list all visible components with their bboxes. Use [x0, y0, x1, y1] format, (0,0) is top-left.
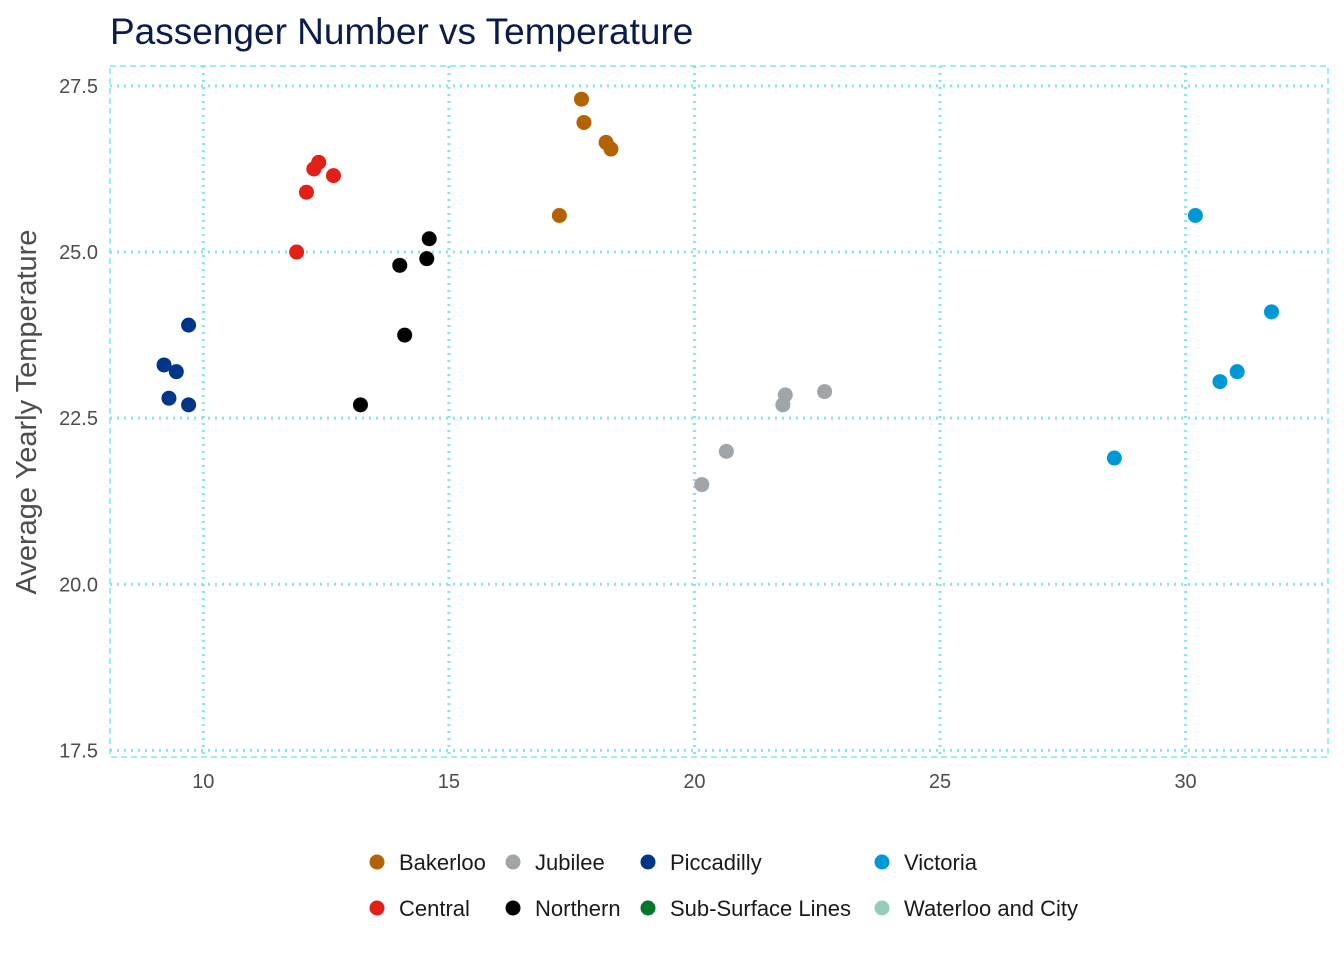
y-axis-label: Average Yearly Temperature	[11, 230, 43, 595]
point-bakerloo-4	[603, 141, 619, 157]
point-jubilee-5	[694, 477, 710, 493]
y-tick-label-20-0: 20.0	[59, 574, 98, 596]
point-central-2	[306, 161, 322, 177]
point-jubilee-3	[775, 397, 791, 413]
legend-item-sub-surface-lines: Sub-Surface Lines	[640, 896, 851, 921]
y-tick-label-27-5: 27.5	[59, 76, 98, 98]
legend-label-sub-surface-lines: Sub-Surface Lines	[670, 896, 851, 921]
x-tick-label-25: 25	[929, 771, 951, 793]
legend-item-northern: Northern	[505, 896, 621, 921]
chart-title: Passenger Number vs Temperature	[110, 11, 693, 52]
point-jubilee-4	[718, 443, 734, 459]
legend-label-northern: Northern	[535, 896, 621, 921]
point-bakerloo-2	[576, 114, 592, 130]
legend-key-sub-surface-lines	[640, 900, 656, 916]
y-tick-label-22-5: 22.5	[59, 408, 98, 430]
y-axis-ticks: 17.5 20.0 22.5 25.0 27.5	[59, 76, 98, 762]
point-northern-4	[397, 327, 413, 343]
point-piccadilly-1	[181, 317, 197, 333]
grid-lines	[110, 66, 1328, 757]
legend-label-central: Central	[399, 896, 470, 921]
point-northern-3	[392, 257, 408, 273]
point-northern-1	[421, 231, 437, 247]
x-axis-ticks: 10 15 20 25 30	[192, 771, 1197, 793]
data-points	[156, 91, 1280, 493]
x-tick-label-20: 20	[683, 771, 705, 793]
point-victoria-2	[1264, 304, 1280, 320]
point-northern-2	[419, 251, 435, 267]
point-piccadilly-5	[181, 397, 197, 413]
point-piccadilly-3	[168, 364, 184, 380]
legend-item-waterloo-and-city: Waterloo and City	[874, 896, 1078, 921]
legend-label-victoria: Victoria	[904, 850, 978, 875]
x-tick-label-30: 30	[1174, 771, 1196, 793]
legend-item-bakerloo: Bakerloo	[369, 850, 486, 875]
y-tick-label-25-0: 25.0	[59, 242, 98, 264]
legend-key-central	[369, 900, 385, 916]
point-victoria-4	[1212, 374, 1228, 390]
legend-item-central: Central	[369, 896, 470, 921]
x-tick-label-15: 15	[438, 771, 460, 793]
legend-item-victoria: Victoria	[874, 850, 978, 875]
point-bakerloo-5	[551, 207, 567, 223]
legend-key-piccadilly	[640, 854, 656, 870]
legend-label-bakerloo: Bakerloo	[399, 850, 486, 875]
point-victoria-3	[1229, 364, 1245, 380]
point-victoria-5	[1106, 450, 1122, 466]
legend-key-waterloo-and-city	[874, 900, 890, 916]
point-piccadilly-2	[156, 357, 172, 373]
point-central-4	[298, 184, 314, 200]
legend-item-piccadilly: Piccadilly	[640, 850, 762, 875]
point-bakerloo-1	[573, 91, 589, 107]
legend-key-bakerloo	[369, 854, 385, 870]
legend-item-jubilee: Jubilee	[505, 850, 605, 875]
legend-label-piccadilly: Piccadilly	[670, 850, 762, 875]
legend: Bakerloo Central Jubilee Northern Piccadilly…	[369, 850, 1078, 921]
panel-border	[109, 65, 1329, 758]
point-central-3	[325, 168, 341, 184]
legend-key-northern	[505, 900, 521, 916]
legend-key-victoria	[874, 854, 890, 870]
point-northern-5	[352, 397, 368, 413]
point-jubilee-1	[817, 384, 833, 400]
legend-label-waterloo-and-city: Waterloo and City	[904, 896, 1078, 921]
y-tick-label-17-5: 17.5	[59, 740, 98, 762]
legend-label-jubilee: Jubilee	[535, 850, 605, 875]
point-piccadilly-4	[161, 390, 177, 406]
x-tick-label-10: 10	[192, 771, 214, 793]
point-victoria-1	[1187, 207, 1203, 223]
point-central-5	[289, 244, 305, 260]
legend-key-jubilee	[505, 854, 521, 870]
